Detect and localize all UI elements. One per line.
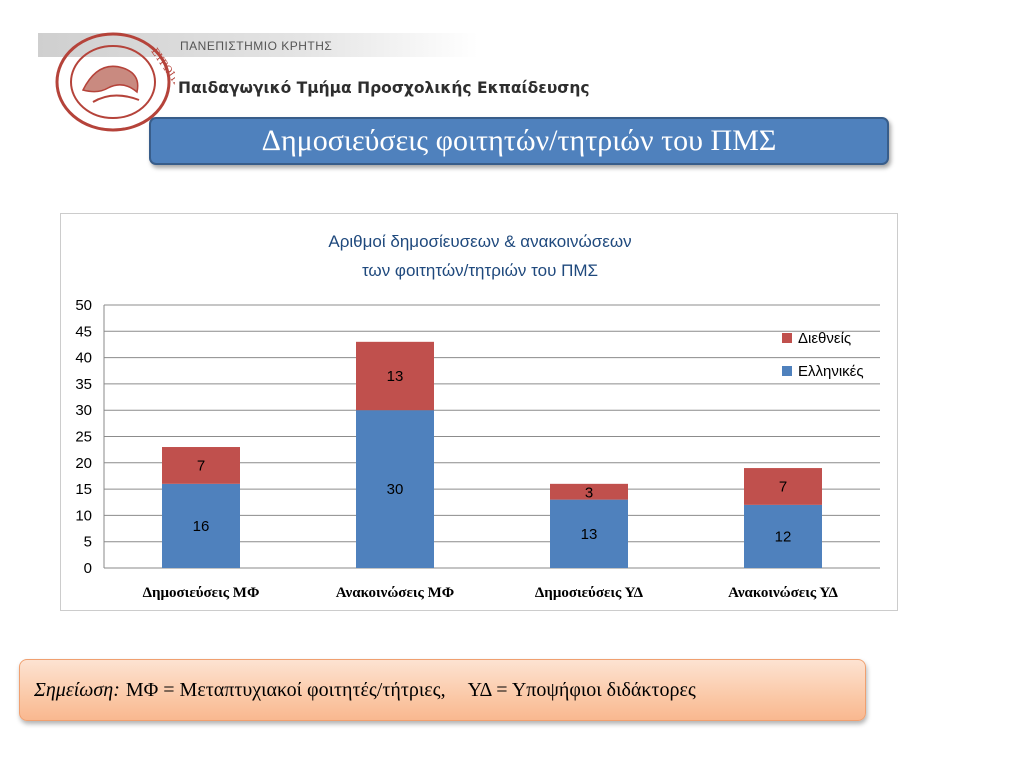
legend-label: Ελληνικές (798, 363, 864, 380)
chart-title-line-1: Αριθμοί δημοσίευσεων & ανακοινώσεων (328, 232, 631, 251)
y-tick-label: 30 (75, 402, 92, 419)
university-logo: ΕΥΡΩΠΗ (55, 32, 175, 132)
category-label: Δημοσιεύσεις ΥΔ (535, 585, 644, 601)
bar-international (162, 447, 240, 484)
legend-swatch (782, 333, 792, 343)
note-abbrev-mf: ΜΦ = Μεταπτυχιακοί φοιτητές/τήτριες, (125, 678, 446, 701)
data-label: 7 (197, 457, 205, 474)
y-tick-label: 50 (75, 297, 92, 314)
bar-greek (162, 483, 240, 568)
slide-title: Δημοσιεύσεις φοιτητών/τητριών του ΠΜΣ (261, 124, 777, 157)
chart-title-line-2: των φοιτητών/τητριών του ΠΜΣ (362, 261, 598, 280)
data-label: 12 (775, 528, 792, 545)
y-tick-label: 25 (75, 429, 92, 446)
category-label: Ανακοινώσεις ΥΔ (728, 585, 838, 601)
data-label: 7 (779, 478, 787, 495)
legend-label: Διεθνείς (798, 330, 851, 347)
y-tick-label: 15 (75, 481, 92, 498)
y-tick-label: 0 (84, 560, 92, 577)
header-band (38, 33, 478, 57)
data-label: 30 (387, 481, 404, 498)
bar-greek (744, 504, 822, 568)
category-label: Δημοσιεύσεις ΜΦ (143, 585, 260, 601)
note-abbrev-yd: ΥΔ = Υποψήφιοι διδάκτορες (467, 678, 696, 701)
data-label: 16 (193, 518, 210, 535)
y-tick-label: 45 (75, 323, 92, 340)
note-label: Σημείωση: (34, 678, 120, 701)
data-label: 13 (581, 526, 598, 543)
university-name: ΠΑΝΕΠΙΣΤΗΜΙΟ ΚΡΗΤΗΣ (180, 39, 333, 53)
legend-swatch (782, 366, 792, 376)
bar-international (550, 483, 628, 500)
slide-title-box: Δημοσιεύσεις φοιτητών/τητριών του ΠΜΣ (149, 117, 889, 165)
note-box: Σημείωση: ΜΦ = Μεταπτυχιακοί φοιτητές/τή… (19, 659, 866, 721)
y-tick-label: 20 (75, 455, 92, 472)
y-tick-label: 10 (75, 507, 92, 524)
category-label: Ανακοινώσεις ΜΦ (336, 585, 454, 601)
department-name: Παιδαγωγικό Τμήμα Προσχολικής Εκπαίδευση… (178, 79, 590, 97)
bar-greek (356, 410, 434, 568)
y-tick-label: 5 (84, 534, 92, 551)
data-label: 3 (585, 485, 593, 502)
stacked-bar-chart: Αριθμοί δημοσίευσεων & ανακοινώσεων των … (75, 232, 880, 601)
bar-greek (550, 499, 628, 568)
y-tick-label: 40 (75, 350, 92, 367)
data-label: 13 (387, 368, 404, 385)
bar-international (744, 468, 822, 505)
y-tick-label: 35 (75, 376, 92, 393)
bar-international (356, 341, 434, 411)
